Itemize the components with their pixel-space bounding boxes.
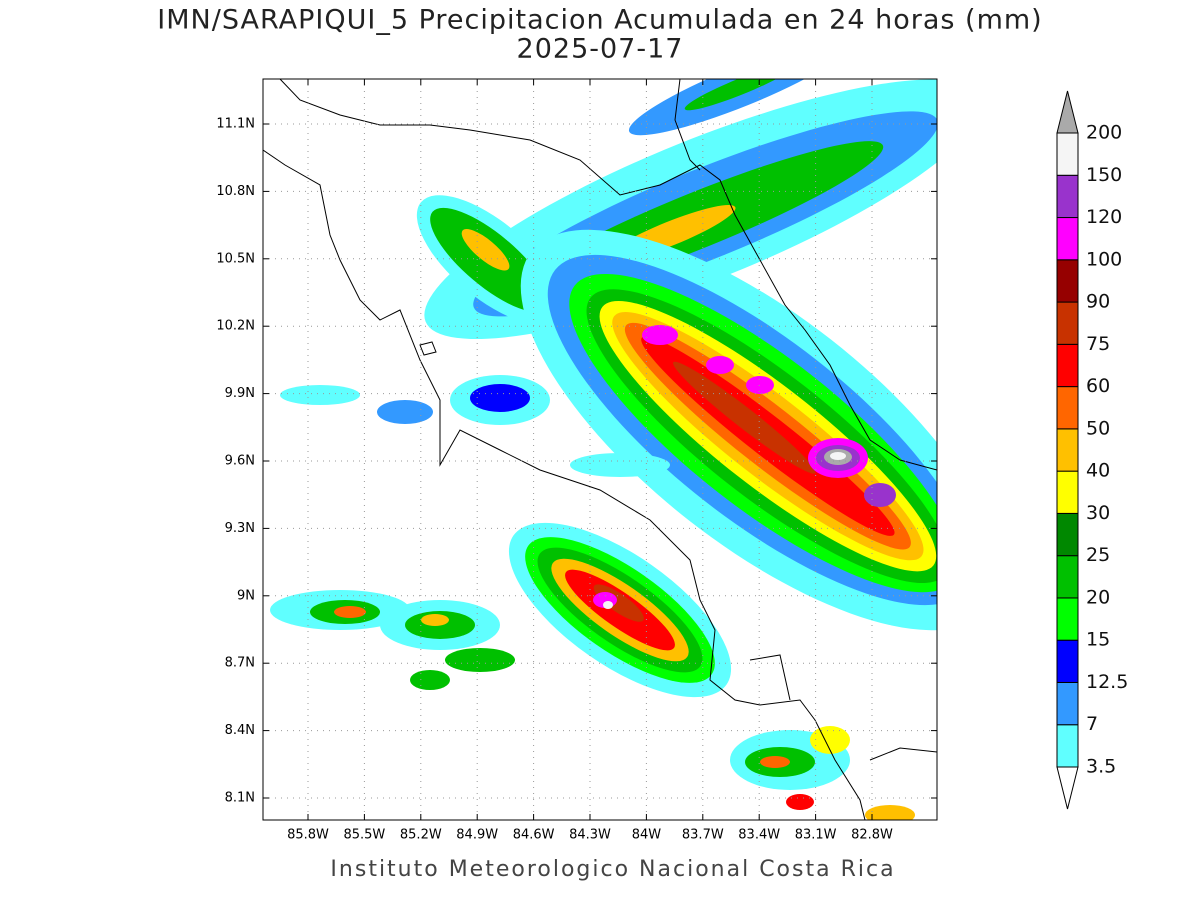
lat-label: 9N: [237, 588, 255, 603]
colorbar-label: 20: [1086, 586, 1110, 608]
lat-label: 10.2N: [216, 319, 255, 334]
colorbar-swatch: [1056, 681, 1079, 726]
colorbar-swatch: [1056, 597, 1079, 641]
lon-label: 84W: [632, 828, 662, 843]
colorbar-label: 15: [1086, 629, 1110, 651]
colorbar-label: 75: [1086, 333, 1110, 355]
lon-label: 84.6W: [513, 828, 555, 843]
lon-label: 82.8W: [851, 828, 893, 843]
colorbar-swatch: [1056, 132, 1079, 176]
colorbar-swatch: [1056, 512, 1079, 557]
colorbar-label: 12.5: [1086, 671, 1128, 693]
lat-label: 10.5N: [216, 251, 255, 266]
map-subtitle: 2025-07-17: [517, 34, 684, 65]
precip-field: [263, 79, 937, 820]
colorbar-label: 50: [1086, 417, 1110, 439]
colorbar-label: 150: [1086, 164, 1122, 186]
colorbar-swatch: [1056, 174, 1079, 219]
colorbar-label: 3.5: [1086, 756, 1116, 778]
lon-label: 83.4W: [738, 828, 780, 843]
lon-label: 85.8W: [287, 828, 329, 843]
lon-label: 85.5W: [343, 828, 385, 843]
lat-label: 9.6N: [225, 454, 255, 469]
lat-label: 10.8N: [216, 184, 255, 199]
colorbar-swatch: [1056, 386, 1079, 430]
lon-label: 83.7W: [682, 828, 724, 843]
colorbar-label: 7: [1086, 713, 1098, 735]
colorbar-label: 90: [1086, 291, 1110, 313]
lon-label: 84.3W: [569, 828, 611, 843]
colorbar-swatch: [1056, 639, 1079, 683]
lon-label: 84.9W: [456, 828, 498, 843]
colorbar-under: [1056, 766, 1079, 810]
lat-label: 9.9N: [225, 386, 255, 401]
lat-label: 8.1N: [225, 791, 255, 806]
colorbar-swatch: [1056, 428, 1079, 472]
colorbar-label: 25: [1086, 544, 1110, 566]
lat-label: 8.4N: [225, 723, 255, 738]
plot-frame: [262, 78, 938, 821]
lat-label: 11.1N: [216, 117, 255, 132]
colorbar-swatch: [1056, 555, 1079, 599]
colorbar-over: [1056, 90, 1079, 134]
lat-label: 8.7N: [225, 656, 255, 671]
lon-label: 83.1W: [795, 828, 837, 843]
lon-label: 85.2W: [400, 828, 442, 843]
colorbar-swatch: [1056, 724, 1079, 768]
colorbar-label: 120: [1086, 206, 1122, 228]
colorbar-swatch: [1056, 343, 1079, 388]
colorbar-swatch: [1056, 470, 1079, 514]
colorbar-label: 200: [1086, 122, 1122, 144]
colorbar-label: 40: [1086, 460, 1110, 482]
footer: Instituto Meteorologico Nacional Costa R…: [330, 857, 895, 882]
colorbar-swatch: [1056, 301, 1079, 345]
colorbar-label: 30: [1086, 502, 1110, 524]
colorbar-label: 60: [1086, 375, 1110, 397]
colorbar-swatch: [1056, 259, 1079, 303]
lat-label: 9.3N: [225, 521, 255, 536]
map-title: IMN/SARAPIQUI_5 Precipitacion Acumulada …: [157, 5, 1042, 36]
colorbar-label: 100: [1086, 248, 1122, 270]
colorbar-swatch: [1056, 217, 1079, 261]
